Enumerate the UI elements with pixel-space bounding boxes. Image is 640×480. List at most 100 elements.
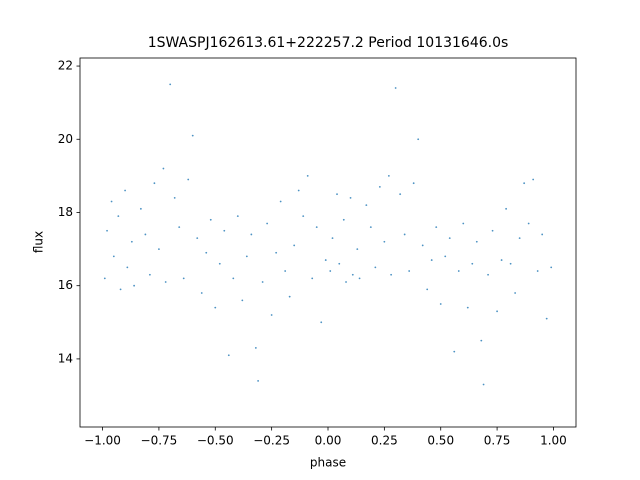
- point: [453, 350, 456, 353]
- point: [315, 226, 318, 229]
- point: [275, 251, 278, 254]
- point: [306, 174, 309, 177]
- point: [421, 244, 424, 247]
- point: [365, 204, 368, 207]
- point: [356, 248, 359, 250]
- point: [297, 189, 300, 192]
- point: [403, 233, 406, 236]
- point: [133, 284, 136, 287]
- point: [227, 354, 230, 357]
- y-tick-label: 22: [58, 59, 73, 73]
- point: [444, 255, 447, 258]
- x-tick-label: −0.50: [197, 434, 234, 448]
- point: [430, 259, 433, 261]
- point: [482, 383, 485, 386]
- point: [399, 193, 402, 196]
- point: [158, 248, 160, 250]
- point: [279, 200, 282, 203]
- point: [329, 270, 332, 272]
- x-tick-label: 0.75: [484, 434, 511, 448]
- point: [387, 174, 390, 177]
- y-tick-label: 18: [58, 205, 73, 219]
- point: [462, 222, 465, 225]
- point: [205, 251, 208, 254]
- point: [124, 189, 126, 192]
- point: [408, 270, 411, 272]
- point: [311, 277, 314, 280]
- point: [320, 321, 323, 324]
- point: [302, 215, 305, 218]
- point: [550, 266, 553, 269]
- point: [257, 379, 260, 382]
- point: [236, 215, 239, 218]
- y-tick-label: 16: [58, 278, 73, 292]
- point: [527, 222, 530, 225]
- point: [218, 262, 221, 265]
- point: [500, 259, 503, 261]
- point: [214, 306, 217, 309]
- point: [126, 266, 129, 269]
- point: [390, 273, 393, 276]
- x-tick-label: 0.00: [315, 434, 342, 448]
- plot-frame: [79, 57, 577, 428]
- point: [374, 266, 377, 269]
- point: [209, 218, 212, 221]
- point: [245, 255, 248, 258]
- point: [342, 218, 345, 221]
- point: [153, 182, 156, 185]
- point: [254, 347, 257, 349]
- point: [475, 240, 478, 243]
- point: [369, 226, 372, 229]
- point: [426, 288, 429, 291]
- point: [509, 262, 512, 265]
- x-tick-label: 0.25: [371, 434, 398, 448]
- point: [466, 306, 469, 309]
- point: [496, 310, 498, 313]
- point: [103, 277, 106, 280]
- point: [164, 281, 167, 283]
- y-tick-label: 20: [58, 132, 73, 146]
- point: [270, 314, 273, 316]
- point: [491, 229, 494, 232]
- point: [148, 273, 151, 276]
- point: [266, 222, 269, 225]
- x-tick-label: −1.00: [84, 434, 121, 448]
- point: [331, 237, 334, 240]
- point: [545, 317, 548, 320]
- x-tick-label: −0.75: [141, 434, 178, 448]
- point: [261, 281, 264, 283]
- point: [336, 193, 338, 196]
- point: [250, 233, 253, 236]
- point: [471, 262, 474, 265]
- point: [178, 226, 181, 229]
- point: [435, 226, 438, 229]
- point: [457, 270, 460, 272]
- point: [191, 134, 194, 137]
- point: [169, 83, 172, 86]
- point: [232, 277, 235, 280]
- y-tick-label: 14: [58, 351, 73, 365]
- point: [523, 182, 526, 185]
- point: [358, 277, 361, 280]
- point: [541, 233, 544, 236]
- point: [293, 244, 296, 247]
- point: [417, 138, 420, 141]
- point: [187, 178, 190, 181]
- point: [514, 292, 517, 294]
- point: [487, 273, 489, 276]
- point: [338, 262, 341, 265]
- point: [448, 237, 451, 240]
- point: [378, 185, 381, 188]
- point: [412, 182, 415, 185]
- point: [173, 196, 176, 199]
- point: [383, 240, 386, 243]
- point: [345, 281, 347, 283]
- point: [536, 270, 539, 272]
- point: [119, 288, 122, 291]
- point: [324, 259, 327, 261]
- point: [349, 196, 352, 199]
- point: [110, 200, 113, 203]
- point: [200, 292, 203, 294]
- point: [505, 207, 508, 210]
